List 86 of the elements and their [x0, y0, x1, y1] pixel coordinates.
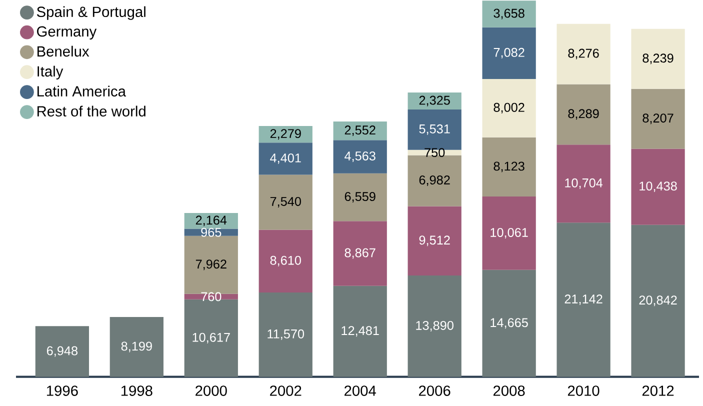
data-label: 10,438: [640, 181, 677, 192]
data-label: 5,531: [419, 124, 450, 135]
bar: [258, 142, 312, 175]
data-label: 8,002: [494, 102, 524, 114]
bar: [556, 24, 610, 84]
bar: [408, 206, 462, 276]
bar: [333, 173, 387, 222]
x-tick-label: 2006: [419, 385, 450, 396]
data-label: 8,610: [270, 256, 301, 266]
data-label: 8,199: [121, 342, 152, 352]
bar: [631, 224, 685, 377]
data-label: 8,123: [494, 162, 524, 172]
bar: [333, 286, 387, 377]
data-label: 8,239: [642, 54, 674, 64]
bar: [258, 292, 312, 377]
data-label: 4,563: [344, 151, 376, 162]
data-label: 3,658: [494, 8, 524, 20]
data-label: 10,704: [565, 178, 603, 189]
bar: [482, 196, 536, 270]
data-label: 7,540: [270, 196, 301, 208]
bar: [482, 78, 536, 138]
bar: [556, 144, 610, 223]
bar: [482, 270, 536, 377]
bar: [631, 28, 685, 89]
legend-label: Italy: [38, 66, 64, 80]
bar: [184, 212, 238, 229]
x-tick-label: 2008: [493, 385, 525, 396]
bar: [556, 84, 610, 145]
bar: [258, 126, 312, 143]
x-tick-label: 2012: [642, 385, 674, 396]
data-label: 6,982: [419, 175, 450, 186]
bar: [408, 109, 462, 150]
data-label: 8,289: [568, 109, 599, 120]
x-tick-label: 2004: [344, 385, 376, 396]
data-label: 2,279: [270, 128, 301, 140]
x-tick-label: 2002: [270, 385, 302, 396]
data-label: 2,164: [196, 216, 227, 226]
legend-label: Germany: [37, 26, 97, 40]
bar: [408, 150, 462, 156]
bar: [333, 140, 387, 174]
legend-label: Spain & Portugal: [36, 6, 146, 20]
bar: [408, 155, 462, 206]
data-label: 750: [424, 148, 445, 157]
x-tick-label: 2000: [196, 385, 227, 396]
data-label: 11,570: [268, 329, 304, 340]
data-label: 8,867: [344, 248, 376, 259]
bar: [482, 27, 536, 79]
bar: [258, 174, 312, 230]
bar: [333, 121, 387, 140]
data-label: 9,512: [419, 236, 450, 246]
data-label: 10,617: [192, 332, 230, 344]
x-tick-label: 2010: [568, 385, 600, 396]
data-label: 6,559: [344, 192, 376, 202]
x-tick-label: 1996: [46, 385, 78, 396]
data-label: 21,142: [564, 294, 602, 305]
bar: [333, 221, 387, 286]
legend-label: Benelux: [38, 46, 90, 57]
bar: [482, 0, 536, 28]
bar: [408, 92, 462, 110]
data-label: 2,325: [419, 96, 450, 106]
data-label: 14,665: [490, 318, 528, 329]
data-label: 12,481: [342, 326, 379, 336]
bar: [408, 275, 462, 377]
bar: [110, 316, 164, 377]
data-label: 7,082: [494, 48, 524, 58]
data-label: 965: [201, 228, 222, 237]
bar: [556, 222, 610, 377]
bar: [35, 326, 89, 377]
bar: [258, 230, 312, 292]
data-label: 8,207: [642, 114, 674, 124]
legend-label: Latin America: [38, 86, 126, 96]
data-label: 2,552: [344, 125, 376, 136]
data-label: 10,061: [490, 228, 528, 238]
data-label: 760: [201, 292, 222, 302]
bar: [482, 137, 536, 196]
bar: [631, 88, 685, 149]
data-label: 13,890: [416, 320, 454, 332]
data-label: 20,842: [639, 296, 677, 306]
x-tick-label: 1998: [121, 385, 152, 396]
legend-label: Rest of the world: [38, 106, 146, 116]
data-label: 8,276: [568, 48, 599, 60]
data-label: 4,401: [270, 153, 301, 164]
data-label: 6,948: [46, 346, 78, 357]
bar: [631, 148, 685, 225]
data-label: 7,962: [196, 260, 226, 270]
bar: [184, 236, 238, 294]
